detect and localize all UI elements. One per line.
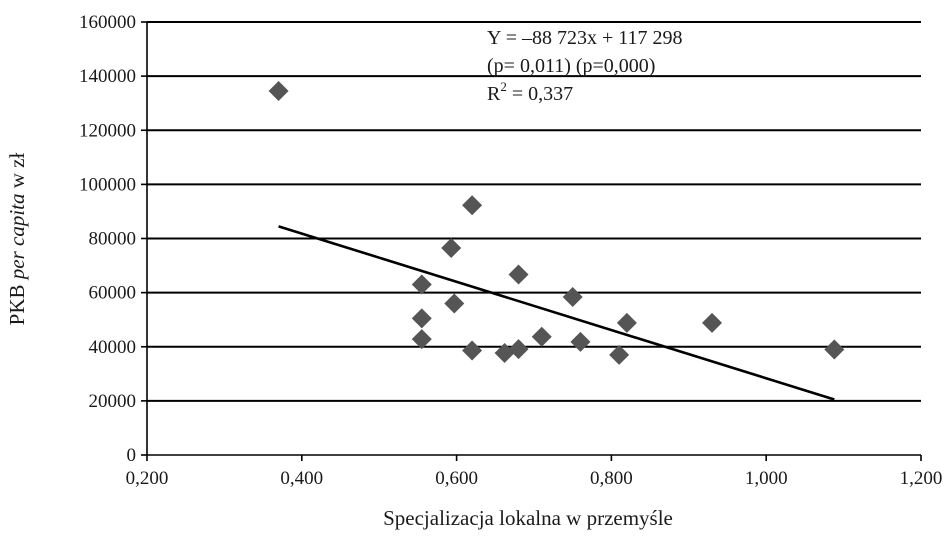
x-tick-label: 0,600 xyxy=(435,468,478,489)
x-tick-label: 1,200 xyxy=(900,468,943,489)
y-tick-labels: 0 20000 40000 60000 80000 100000 120000 140000 1… xyxy=(79,12,136,466)
data-point-marker xyxy=(570,331,591,352)
regression-p-values: (p= 0,011) (p=0,000) xyxy=(487,55,655,77)
x-tick-label: 1,000 xyxy=(745,468,788,489)
x-tick-label: 0,800 xyxy=(590,468,633,489)
data-point-marker xyxy=(411,308,432,329)
data-point-marker xyxy=(702,312,723,333)
x-tick-labels: 0,200 0,400 0,600 0,800 1,000 1,200 xyxy=(126,468,943,489)
data-point-marker xyxy=(462,195,483,216)
data-point-marker xyxy=(444,293,465,314)
data-points xyxy=(268,81,845,365)
y-axis-title: PKB per capita w zł xyxy=(5,153,29,326)
y-tick-label: 80000 xyxy=(89,229,137,250)
y-tick-label: 60000 xyxy=(89,283,137,304)
x-tick-label: 0,400 xyxy=(280,468,323,489)
r-squared-superscript: 2 xyxy=(500,79,507,94)
data-point-marker xyxy=(411,274,432,295)
y-tick-label: 160000 xyxy=(79,12,136,33)
data-point-marker xyxy=(441,237,462,258)
gridlines xyxy=(147,21,921,402)
data-point-marker xyxy=(508,264,529,285)
data-point-marker xyxy=(562,286,583,307)
trendline-group xyxy=(278,225,835,401)
data-point-marker xyxy=(411,329,432,350)
trendline xyxy=(278,225,835,401)
x-axis-title: Specjalizacja lokalna w przemyśle xyxy=(383,506,673,530)
regression-equation: Y = –88 723x + 117 298 xyxy=(487,27,683,49)
axes xyxy=(141,21,922,461)
y-axis-title-part3: w zł xyxy=(5,153,29,194)
data-point-marker xyxy=(268,81,289,102)
data-point-marker xyxy=(824,339,845,360)
data-point-marker xyxy=(531,326,552,347)
x-tick-label: 0,200 xyxy=(126,468,169,489)
r-symbol: R xyxy=(487,83,501,105)
data-point-marker xyxy=(494,342,515,363)
data-point-marker xyxy=(508,339,529,360)
y-tick-label: 40000 xyxy=(89,337,137,358)
y-axis-title-italic: per capita xyxy=(5,193,29,281)
regression-r-squared: R2 = 0,337 xyxy=(487,79,573,105)
y-tick-label: 20000 xyxy=(89,391,137,412)
y-tick-label: 120000 xyxy=(79,120,136,141)
y-axis-title-part1: PKB xyxy=(5,279,29,325)
data-point-marker xyxy=(616,312,637,333)
y-tick-label: 0 xyxy=(127,445,137,466)
data-point-marker xyxy=(462,340,483,361)
r-squared-value: = 0,337 xyxy=(507,83,573,105)
y-tick-label: 140000 xyxy=(79,66,136,87)
data-point-marker xyxy=(609,344,630,365)
y-tick-label: 100000 xyxy=(79,174,136,195)
